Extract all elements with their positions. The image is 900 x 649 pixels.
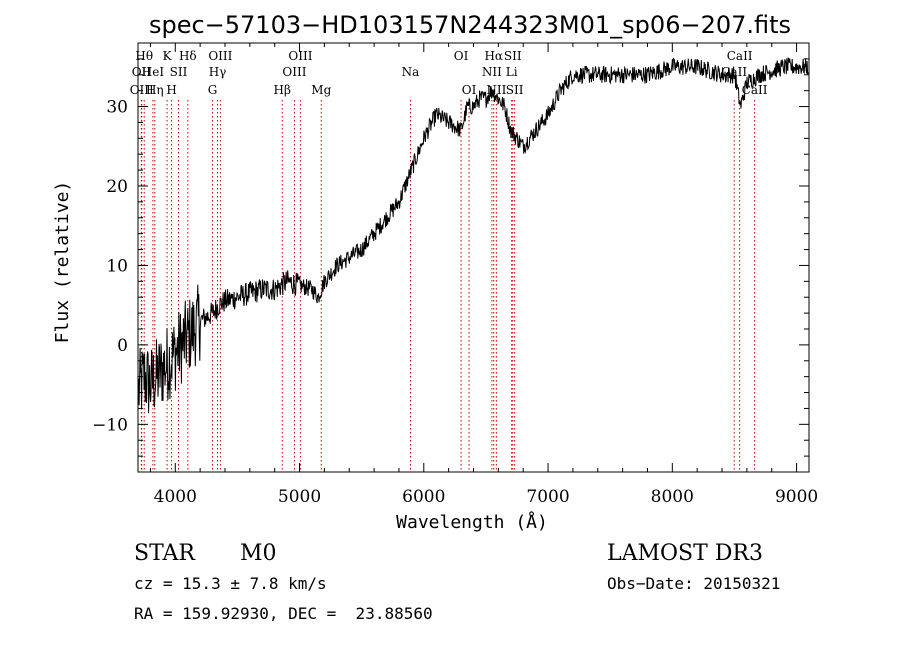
y-tick-label-0: −10 (92, 415, 128, 435)
coordinates: RA = 159.92930, DEC = 23.88560 (134, 604, 433, 623)
object-subclass: M0 (240, 541, 277, 566)
line-label-16: Na (402, 65, 420, 79)
line-label-2: OIII (130, 83, 154, 97)
x-axis-label: Wavelength (Å) (396, 511, 548, 533)
x-tick-label-5: 9000 (775, 487, 818, 507)
line-label-group: HθOIIOIIIHηHeIKHSIIHδGHγOIIIHβOIIIOIIIMg… (130, 49, 768, 97)
line-label-8: Hδ (179, 49, 197, 63)
y-tick-label-1: 0 (117, 336, 128, 356)
line-label-3: Hη (146, 83, 164, 97)
line-label-6: H (166, 83, 176, 97)
line-label-13: OIII (282, 65, 306, 79)
line-label-20: Hα (484, 49, 503, 63)
y-tick-label-4: 30 (106, 98, 128, 118)
line-label-1: OII (132, 65, 152, 79)
line-label-15: Mg (311, 83, 331, 97)
axis-ticks (138, 43, 809, 472)
line-label-19: NII (482, 65, 502, 79)
survey-name: LAMOST DR3 (607, 541, 763, 566)
line-label-12: Hβ (274, 83, 291, 97)
x-tick-label-4: 8000 (651, 487, 694, 507)
line-label-5: K (163, 49, 173, 63)
line-label-11: OIII (208, 49, 232, 63)
line-marker-group (140, 100, 756, 472)
object-class: STAR (134, 541, 195, 566)
y-axis-label: Flux (relative) (52, 181, 73, 344)
line-label-22: Li (506, 65, 518, 79)
line-label-4: HeI (142, 65, 165, 79)
x-tick-label-2: 6000 (402, 487, 445, 507)
chart-title: spec−57103−HD103157N244323M01_sp06−207.f… (149, 11, 791, 39)
line-label-10: Hγ (209, 65, 227, 79)
spectrum-line (138, 57, 809, 414)
axis-tick-labels: 4000 5000 6000 7000 8000 9000 −10 0 10 20 30 (92, 98, 818, 507)
line-label-14: OIII (288, 49, 312, 63)
redshift-cz: cz = 15.3 ± 7.8 km/s (134, 574, 327, 593)
x-tick-label-3: 7000 (526, 487, 569, 507)
line-label-7: SII (170, 65, 188, 79)
line-label-9: G (208, 83, 218, 97)
line-label-23: SII (504, 49, 522, 63)
line-label-26: CaII (727, 49, 753, 63)
line-label-24: SII (506, 83, 524, 97)
x-tick-label-0: 4000 (154, 487, 197, 507)
y-tick-label-3: 20 (106, 177, 128, 197)
line-label-18: OI (462, 83, 477, 97)
line-label-0: Hθ (135, 49, 153, 63)
y-tick-label-2: 10 (106, 256, 128, 276)
line-label-27: CaII (742, 83, 768, 97)
observation-date: Obs−Date: 20150321 (607, 574, 781, 593)
x-tick-label-1: 5000 (278, 487, 321, 507)
line-label-17: OI (454, 49, 469, 63)
